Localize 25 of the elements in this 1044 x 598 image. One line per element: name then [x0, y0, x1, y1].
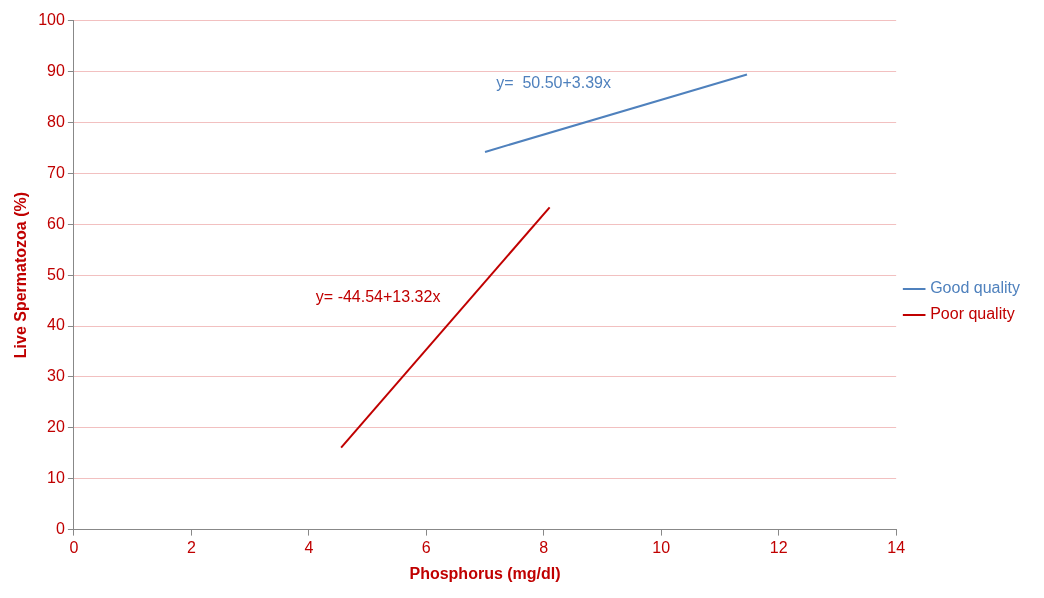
y-tick-label: 10: [47, 469, 65, 487]
y-tick-label: 50: [47, 265, 65, 283]
x-tick-label: 6: [421, 538, 431, 556]
y-tick-label: 20: [47, 418, 65, 436]
y-axis-title: Live Spermatozoa (%): [12, 191, 30, 359]
y-tick-label: 80: [47, 112, 65, 130]
x-tick-label: 14: [887, 538, 906, 556]
y-tick-label: 70: [47, 163, 65, 181]
annotation: y= -44.54+13.32x: [315, 287, 441, 305]
y-tick-label: 90: [47, 61, 65, 79]
legend-label: Good quality: [930, 279, 1021, 297]
x-tick-label: 0: [69, 538, 79, 556]
y-tick-label: 40: [47, 316, 65, 334]
x-axis-title: Phosphorus (mg/dl): [409, 564, 561, 582]
y-tick-label: 100: [38, 11, 65, 29]
x-tick-label: 2: [186, 538, 196, 556]
x-tick-label: 8: [539, 538, 549, 556]
x-tick-label: 4: [304, 538, 314, 556]
y-tick-label: 30: [47, 367, 65, 385]
annotation: y= 50.50+3.39x: [496, 73, 612, 91]
legend-label: Poor quality: [930, 305, 1015, 323]
x-tick-label: 12: [769, 538, 788, 556]
x-tick-label: 10: [652, 538, 671, 556]
y-tick-label: 0: [55, 520, 65, 538]
y-tick-label: 60: [47, 214, 65, 232]
